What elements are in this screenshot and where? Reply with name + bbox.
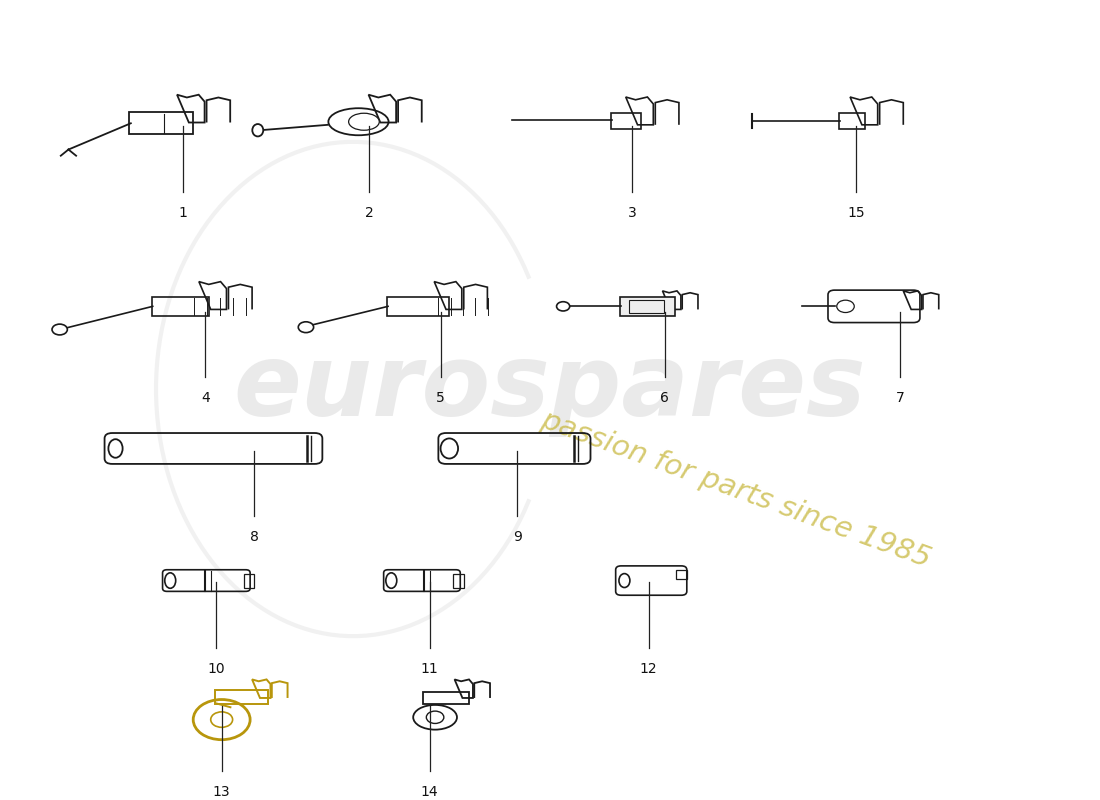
Text: eurospares: eurospares (233, 341, 867, 438)
Ellipse shape (165, 573, 176, 588)
Text: 5: 5 (437, 391, 444, 406)
Ellipse shape (619, 574, 630, 587)
Text: 10: 10 (208, 662, 226, 676)
Text: 3: 3 (628, 206, 637, 220)
Ellipse shape (252, 124, 263, 137)
Ellipse shape (349, 114, 379, 130)
Ellipse shape (386, 573, 397, 588)
Text: 8: 8 (250, 530, 258, 544)
Text: 7: 7 (895, 391, 904, 406)
Circle shape (52, 324, 67, 335)
Text: 4: 4 (201, 391, 210, 406)
Circle shape (298, 322, 314, 333)
Text: 1: 1 (179, 206, 188, 220)
Text: 12: 12 (640, 662, 658, 676)
Circle shape (557, 302, 570, 311)
Text: 11: 11 (420, 662, 439, 676)
Text: 14: 14 (421, 786, 439, 799)
Text: 2: 2 (365, 206, 374, 220)
Text: passion for parts since 1985: passion for parts since 1985 (537, 406, 935, 573)
Text: 9: 9 (513, 530, 521, 544)
Text: 6: 6 (660, 391, 670, 406)
Text: 13: 13 (213, 786, 231, 799)
FancyBboxPatch shape (620, 297, 674, 316)
Text: 15: 15 (848, 206, 866, 220)
Ellipse shape (441, 438, 458, 458)
Ellipse shape (109, 439, 122, 458)
